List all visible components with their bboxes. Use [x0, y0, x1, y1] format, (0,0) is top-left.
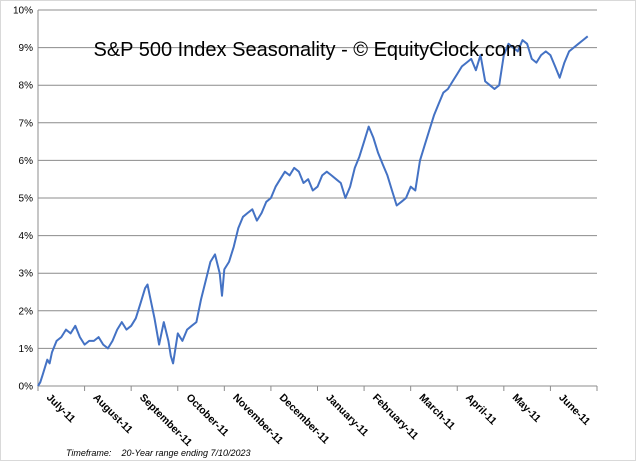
y-tick-label: 4% [19, 231, 34, 242]
y-tick-label: 1% [19, 344, 34, 355]
y-tick-label: 2% [19, 306, 34, 317]
series-line-seasonality [37, 35, 589, 387]
y-tick-label: 6% [19, 156, 34, 167]
x-ticks [37, 386, 598, 391]
footnote-prefix: Timeframe: [66, 448, 112, 458]
x-tick-label: July-11 [44, 392, 78, 426]
y-tick-label: 3% [19, 269, 34, 280]
y-tick-label: 0% [19, 382, 34, 393]
x-tick-label: October-11 [184, 392, 231, 439]
x-tick-label: August-11 [90, 392, 134, 436]
x-tick-label: January-11 [323, 392, 370, 439]
y-tick-label: 10% [13, 6, 33, 17]
y-tick-label: 9% [19, 43, 34, 54]
x-tick-label: April-11 [463, 392, 499, 428]
x-tick-label: May-11 [510, 392, 543, 425]
y-tick-label: 5% [19, 194, 34, 205]
footnote-text: 20-Year range ending 7/10/2023 [120, 448, 250, 458]
y-tick-labels: 0% 1% 2% 3% 4% 5% 6% 7% 8% 9% 10% [13, 6, 33, 393]
x-tick-label: February-11 [370, 392, 421, 443]
y-tick-label: 8% [19, 81, 34, 92]
footnote-timeframe: Timeframe: 20-Year range ending 7/10/2023 [66, 448, 251, 458]
chart-title: S&P 500 Index Seasonality - © EquityCloc… [93, 39, 522, 61]
grid-lines [38, 9, 597, 349]
x-tick-label: March-11 [417, 392, 458, 433]
x-tick-label: June-11 [556, 392, 592, 428]
y-tick-label: 7% [19, 118, 34, 129]
